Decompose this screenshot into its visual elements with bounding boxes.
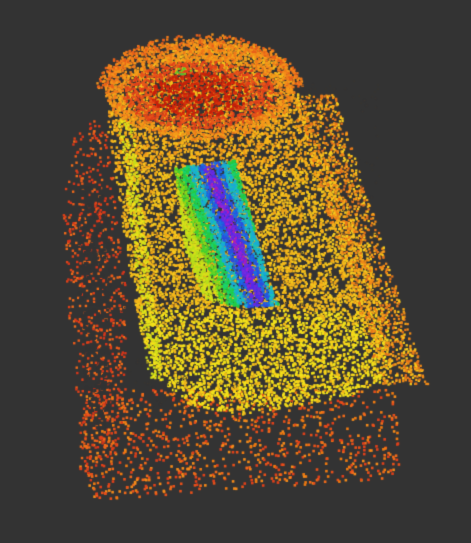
point-cloud-canvas[interactable] — [0, 0, 471, 543]
point-cloud-viewport[interactable] — [0, 0, 471, 543]
